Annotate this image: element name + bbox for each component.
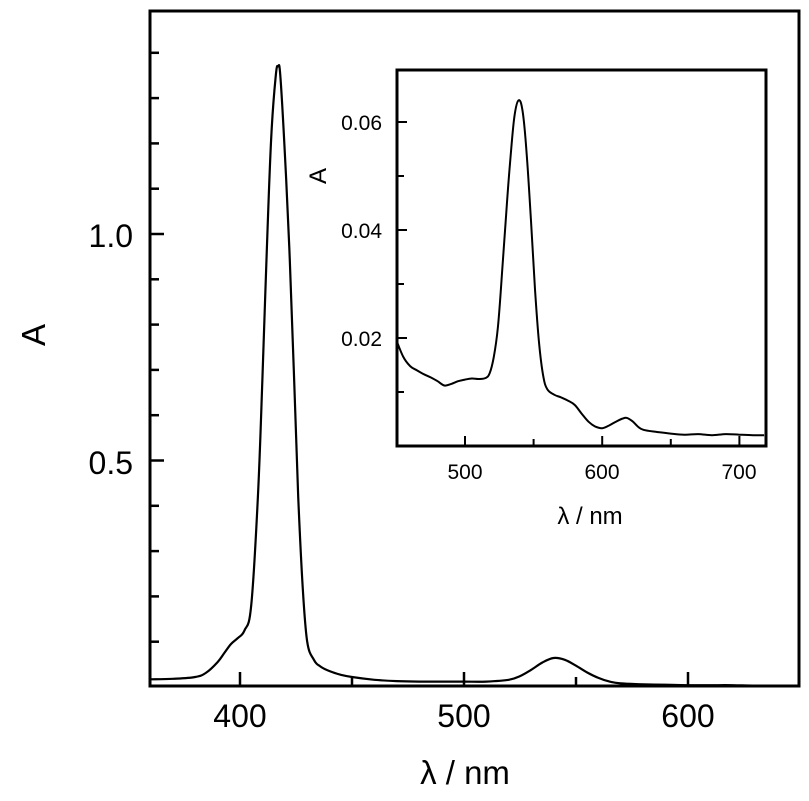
main-xtick-label-500: 500: [437, 698, 490, 734]
inset-ytick-label-0-06: 0.06: [341, 112, 382, 135]
inset-xtick-label-500: 500: [447, 461, 482, 484]
main-ytick-label-0-5: 0.5: [89, 445, 133, 481]
inset-axis-ticks: [397, 121, 741, 446]
main-yaxis-title: A: [15, 324, 52, 346]
inset-plot: 0.06 0.04 0.02 500 600 700 λ / nm A: [305, 68, 768, 530]
inset-spectrum-line: [395, 99, 765, 437]
main-xtick-label-600: 600: [661, 698, 714, 734]
main-axis-ticks: [150, 51, 690, 686]
main-plot-frame: [148, 9, 801, 688]
main-xaxis-title: λ / nm: [420, 754, 510, 791]
inset-yaxis-title: A: [305, 168, 332, 184]
inset-plot-frame: [395, 68, 768, 448]
inset-xtick-label-600: 600: [584, 461, 619, 484]
inset-xaxis-title: λ / nm: [557, 503, 622, 530]
inset-ytick-label-0-02: 0.02: [341, 328, 382, 351]
main-ytick-label-1-0: 1.0: [89, 218, 133, 254]
inset-xtick-label-700: 700: [721, 461, 756, 484]
inset-ytick-label-0-04: 0.04: [341, 220, 382, 243]
main-spectrum-line: [150, 64, 800, 687]
main-xtick-label-400: 400: [213, 698, 266, 734]
main-plot: 1.0 0.5 400 500 600 λ / nm A: [15, 9, 801, 791]
